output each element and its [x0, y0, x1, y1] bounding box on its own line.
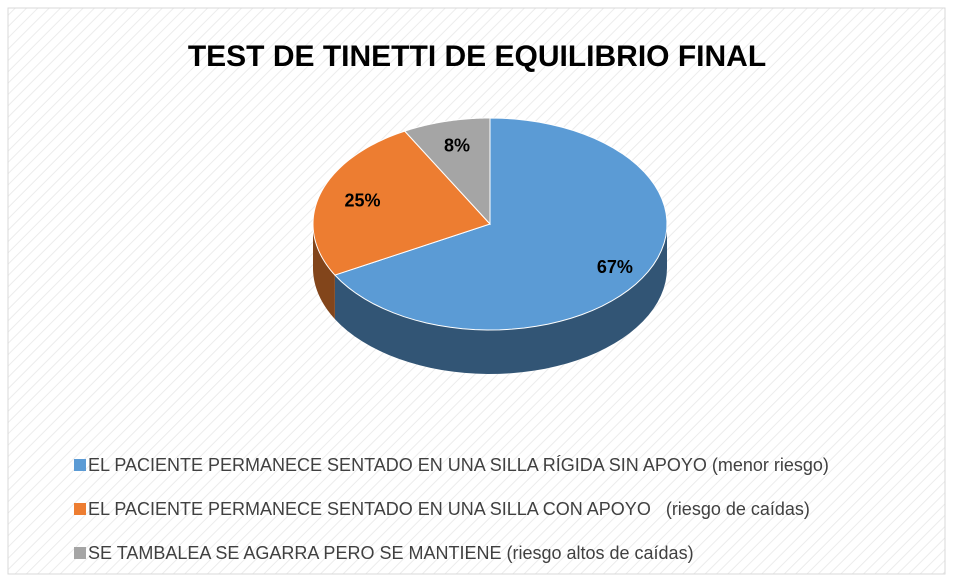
chart-title: TEST DE TINETTI DE EQUILIBRIO FINAL — [188, 40, 766, 73]
legend: EL PACIENTE PERMANECE SENTADO EN UNA SIL… — [74, 455, 829, 563]
data-label: 25% — [345, 191, 381, 211]
legend-swatch — [74, 459, 86, 471]
pie-side — [334, 224, 667, 374]
legend-swatch — [74, 547, 86, 559]
pie-slice — [333, 117, 668, 331]
legend-label: SE TAMBALEA SE AGARRA PERO SE MANTIENE (… — [88, 543, 694, 563]
legend-swatch — [74, 503, 86, 515]
pie-side — [313, 224, 335, 320]
data-label: 67% — [597, 257, 633, 277]
data-label: 8% — [444, 136, 470, 156]
legend-label: EL PACIENTE PERMANECE SENTADO EN UNA SIL… — [88, 499, 810, 519]
pie-slice — [403, 117, 491, 226]
pie: 67% 25% 8% — [312, 117, 668, 374]
pie-slice — [312, 130, 491, 276]
legend-label: EL PACIENTE PERMANECE SENTADO EN UNA SIL… — [88, 455, 829, 475]
